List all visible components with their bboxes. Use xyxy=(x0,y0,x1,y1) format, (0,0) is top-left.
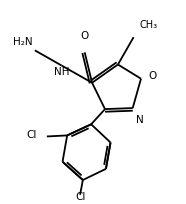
Text: O: O xyxy=(81,31,89,41)
Text: H₂N: H₂N xyxy=(13,37,33,47)
Text: O: O xyxy=(148,71,157,81)
Text: Cl: Cl xyxy=(75,192,85,202)
Text: N: N xyxy=(136,115,144,125)
Text: NH: NH xyxy=(54,67,69,77)
Text: Cl: Cl xyxy=(26,130,37,140)
Text: CH₃: CH₃ xyxy=(139,20,157,30)
